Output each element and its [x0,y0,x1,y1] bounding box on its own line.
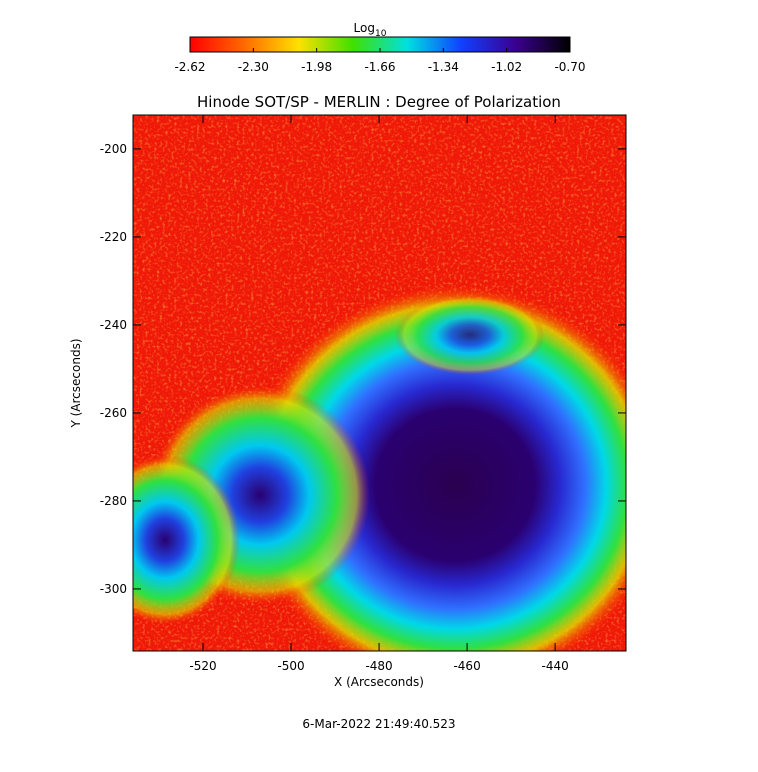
x-tick-label: -440 [542,659,569,673]
colorbar-tick-label: -2.62 [174,60,205,74]
y-tick-label: -280 [100,494,127,508]
x-tick-label: -480 [365,659,392,673]
y-tick-label: -220 [100,230,127,244]
chart-title: Hinode SOT/SP - MERLIN : Degree of Polar… [197,93,561,111]
x-tick-label: -500 [277,659,304,673]
colorbar-label-text: Log [354,21,375,35]
y-axis-label: Y (Arcseconds) [69,338,83,428]
colorbar-label-sub: 10 [375,29,387,39]
colorbar-label: Log10 [354,21,387,39]
x-tick-label: -460 [453,659,480,673]
polarization-image [133,115,626,651]
y-tick-label: -200 [100,142,127,156]
colorbar-tick-label: -1.34 [428,60,459,74]
x-tick-label: -520 [189,659,216,673]
y-tick-label: -300 [100,582,127,596]
colorbar-tick-label: -1.02 [491,60,522,74]
y-tick-label: -260 [100,406,127,420]
colorbar-tick-label: -1.98 [301,60,332,74]
x-axis-label: X (Arcseconds) [334,675,424,689]
colorbar-tick-label: -0.70 [554,60,585,74]
y-tick-label: -240 [100,318,127,332]
colorbar-tick-label: -2.30 [238,60,269,74]
colorbar-tick-label: -1.66 [364,60,395,74]
footer-date: 6-Mar-2022 21:49:40.523 [302,717,455,731]
